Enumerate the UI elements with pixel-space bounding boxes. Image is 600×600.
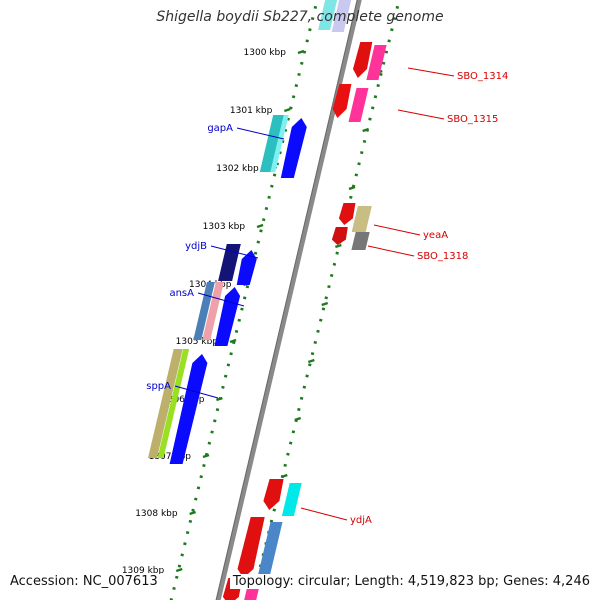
gene-arrow-sppa <box>169 354 208 464</box>
outer-tick-mark <box>362 127 370 133</box>
gene-label-leader <box>300 507 348 521</box>
gene-label-ydjb: ydjB <box>185 241 207 252</box>
genome-backbone-edge <box>215 0 358 600</box>
kbp-tick-label: 1305 kbp <box>176 337 219 347</box>
kbp-tick-label: 1307 kbp <box>149 452 192 462</box>
gene-arrow-sbo1315 <box>332 84 352 118</box>
gene-block-sbo1314 <box>366 45 387 80</box>
kbp-tick-label: 1308 kbp <box>135 509 178 519</box>
outer-tick-mark <box>348 185 356 191</box>
feature-block <box>318 0 338 30</box>
kbp-tick-label: 1309 kbp <box>122 566 165 576</box>
gene-label-sbo-1318: SBO_1318 <box>417 251 468 262</box>
gene-arrow-sbo1314 <box>353 42 373 78</box>
gene-label-leader <box>210 245 259 259</box>
gene-block-sppa <box>148 349 183 458</box>
gene-label-sbo-1314: SBO_1314 <box>457 71 508 82</box>
accession-label: Accession: NC_007613 <box>7 574 161 589</box>
gene-label-gapa: gapA <box>207 123 233 134</box>
outer-tick-mark <box>294 416 302 422</box>
outer-tick-mark <box>307 358 315 364</box>
gene-arrow-gapa <box>280 118 307 178</box>
gene-label-leader <box>367 245 415 257</box>
gene-label-yeaa: yeaA <box>423 230 448 241</box>
gene-arrow-outer <box>237 517 265 578</box>
kbp-tick-mark <box>256 223 264 229</box>
kbp-tick-mark <box>283 107 291 113</box>
gene-label-ydja: ydjA <box>350 515 372 526</box>
outer-tick-mark <box>321 301 329 307</box>
outer-tick-mark <box>280 473 288 479</box>
feature-block <box>331 0 352 32</box>
gene-label-sppa: sppA <box>146 381 171 392</box>
topology-label: Topology: circular; Length: 4,519,823 bp… <box>229 574 593 589</box>
gene-label-leader <box>407 67 455 77</box>
gene-block-gapa-highlight <box>270 115 289 172</box>
kbp-tick-mark <box>175 567 183 573</box>
kbp-tick-mark <box>216 396 223 402</box>
gene-label-leader <box>174 385 219 399</box>
kbp-tick-mark <box>202 453 210 459</box>
kbp-tick-label: 1302 kbp <box>216 164 259 174</box>
gene-label-ansa: ansA <box>169 288 194 299</box>
gene-block-sppa <box>157 349 190 458</box>
gene-arrow-ansa <box>214 287 241 346</box>
outer-tick-mark <box>334 243 342 249</box>
gene-block-outer <box>257 522 283 578</box>
gene-label-leader <box>236 127 285 140</box>
kbp-tick-label: 1306 kbp <box>162 395 205 405</box>
gene-arrow-ydja <box>263 479 284 510</box>
gene-block-ydja <box>281 483 302 516</box>
gene-block-sbo1315 <box>348 88 369 122</box>
gene-block-ansa <box>202 282 224 340</box>
gene-arrow-yeaa <box>338 203 356 225</box>
kbp-tick-label: 1300 kbp <box>244 48 287 58</box>
inner-dotted-ruler <box>169 0 319 600</box>
kbp-tick-label: 1301 kbp <box>230 106 273 116</box>
gene-label-sbo-1315: SBO_1315 <box>447 114 498 125</box>
gene-block-yeaa <box>351 206 372 232</box>
kbp-tick-mark <box>297 49 305 55</box>
outer-dotted-ruler <box>250 0 401 600</box>
kbp-tick-label: 1303 kbp <box>203 222 246 232</box>
gene-label-leader <box>397 109 445 120</box>
gene-arrow-ydjb <box>236 250 257 285</box>
gene-label-leader <box>197 292 245 307</box>
kbp-tick-mark <box>229 338 237 344</box>
gene-block-ydjb <box>218 244 241 281</box>
gene-label-leader <box>373 224 421 236</box>
gene-arrow-sbo1318 <box>331 227 348 245</box>
gene-block-sbo1318 <box>351 232 370 250</box>
genome-title: Shigella boydii Sb227, complete genome <box>156 9 444 25</box>
kbp-tick-mark <box>189 510 197 516</box>
